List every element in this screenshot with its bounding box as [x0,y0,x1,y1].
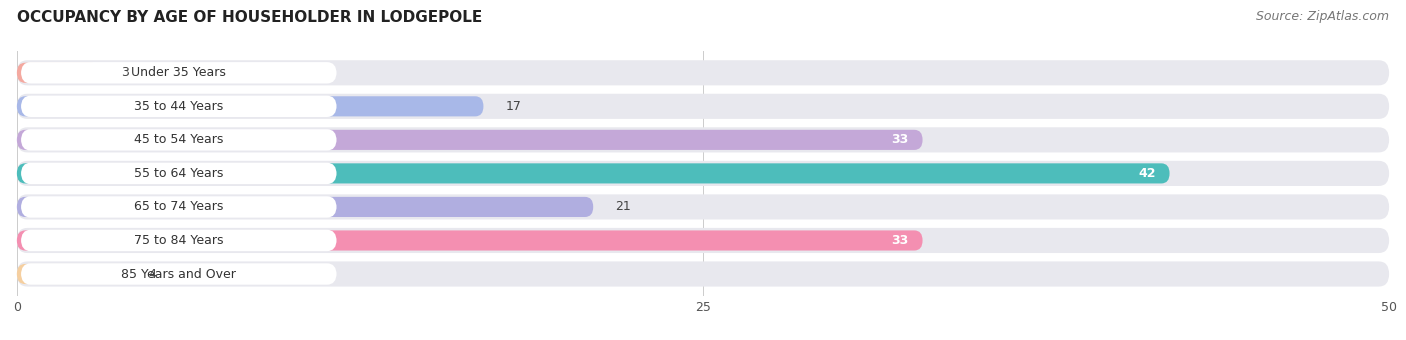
Text: 75 to 84 Years: 75 to 84 Years [134,234,224,247]
Text: 3: 3 [121,66,129,79]
FancyBboxPatch shape [17,127,1389,152]
FancyBboxPatch shape [17,231,922,251]
FancyBboxPatch shape [21,62,336,84]
FancyBboxPatch shape [17,228,1389,253]
FancyBboxPatch shape [21,196,336,218]
FancyBboxPatch shape [17,94,1389,119]
Text: 85 Years and Over: 85 Years and Over [121,268,236,280]
FancyBboxPatch shape [17,130,922,150]
Text: Source: ZipAtlas.com: Source: ZipAtlas.com [1256,10,1389,23]
FancyBboxPatch shape [17,161,1389,186]
Text: 35 to 44 Years: 35 to 44 Years [134,100,224,113]
Text: 17: 17 [505,100,522,113]
Text: 33: 33 [891,133,908,146]
Text: 45 to 54 Years: 45 to 54 Years [134,133,224,146]
Text: 33: 33 [891,234,908,247]
FancyBboxPatch shape [17,264,127,284]
Text: 55 to 64 Years: 55 to 64 Years [134,167,224,180]
FancyBboxPatch shape [17,194,1389,220]
FancyBboxPatch shape [17,63,100,83]
Text: 42: 42 [1139,167,1156,180]
FancyBboxPatch shape [17,96,484,116]
Text: 65 to 74 Years: 65 to 74 Years [134,201,224,214]
FancyBboxPatch shape [17,60,1389,85]
Text: Under 35 Years: Under 35 Years [131,66,226,79]
Text: 4: 4 [149,268,156,280]
FancyBboxPatch shape [17,197,593,217]
FancyBboxPatch shape [21,129,336,151]
Text: 21: 21 [616,201,631,214]
FancyBboxPatch shape [21,263,336,285]
FancyBboxPatch shape [17,163,1170,184]
FancyBboxPatch shape [21,163,336,184]
Text: OCCUPANCY BY AGE OF HOUSEHOLDER IN LODGEPOLE: OCCUPANCY BY AGE OF HOUSEHOLDER IN LODGE… [17,10,482,25]
FancyBboxPatch shape [21,96,336,117]
FancyBboxPatch shape [21,230,336,251]
FancyBboxPatch shape [17,261,1389,287]
